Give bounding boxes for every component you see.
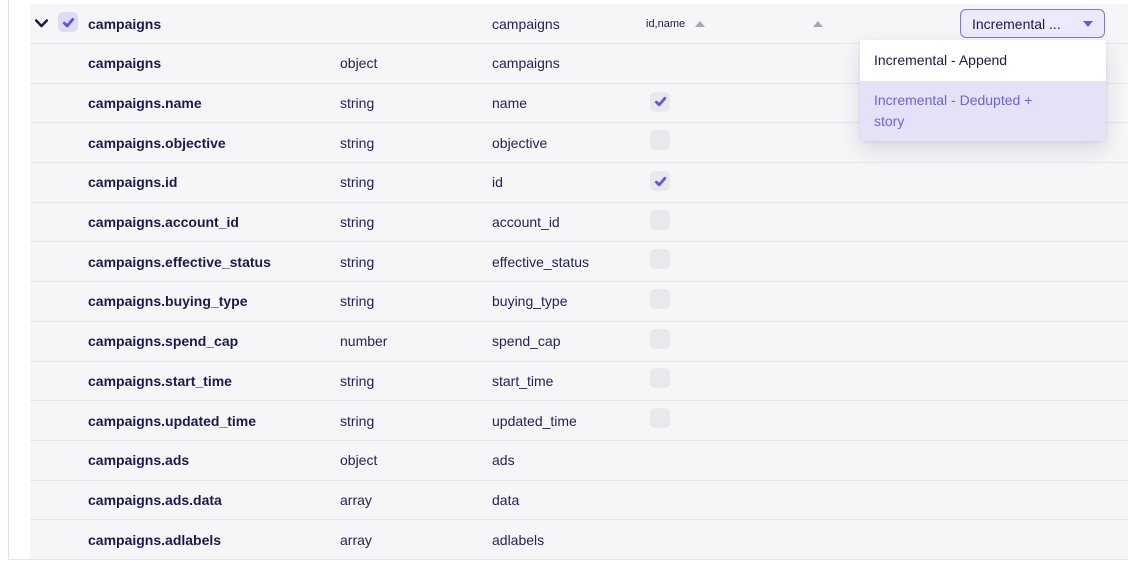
field-name: campaigns.updated_time — [88, 412, 257, 429]
field-name: campaigns.ads.data — [88, 491, 222, 508]
stream-header-row: campaigns campaigns id,name Incremental … — [30, 4, 1128, 44]
panel-left-border — [8, 0, 9, 560]
field-name: campaigns — [88, 55, 162, 72]
destination-stream-name: campaigns — [492, 15, 560, 32]
field-type: array — [340, 491, 372, 508]
field-name: campaigns.ads — [88, 452, 190, 469]
check-icon — [654, 97, 666, 107]
field-type: object — [340, 452, 378, 469]
field-type: string — [340, 293, 375, 310]
destination-field-name: account_id — [492, 214, 560, 231]
sync-mode-option-incremental-append[interactable]: Incremental - Append — [860, 40, 1106, 81]
field-type: string — [340, 372, 375, 389]
field-row: campaigns.ads object ads — [30, 440, 1128, 481]
field-name: campaigns.account_id — [88, 214, 239, 231]
field-name: campaigns.name — [88, 95, 202, 112]
cursor-field-caret-icon[interactable] — [813, 20, 823, 27]
field-row: campaigns.start_time string start_time — [30, 361, 1128, 402]
field-type: string — [340, 95, 375, 112]
field-name: campaigns.spend_cap — [88, 333, 239, 350]
stream-select-checkbox[interactable] — [58, 12, 78, 33]
destination-field-name: ads — [492, 452, 515, 469]
menu-option-label: Incremental - Dedupted + story — [874, 92, 1033, 129]
field-name: campaigns.id — [88, 174, 178, 191]
field-row: campaigns.account_id string account_id — [30, 202, 1128, 243]
primary-key-caret-icon[interactable] — [695, 20, 706, 27]
sync-mode-dropdown-menu: Incremental - Append Incremental - Dedup… — [860, 40, 1106, 141]
collapse-stream-button[interactable] — [30, 15, 58, 32]
stream-name: campaigns — [88, 15, 162, 32]
field-sync-checkbox[interactable] — [650, 368, 670, 389]
field-row: campaigns.effective_status string effect… — [30, 242, 1128, 283]
field-row: campaigns.ads.data array data — [30, 480, 1128, 521]
destination-field-name: campaigns — [492, 55, 560, 72]
field-row: campaigns.spend_cap number spend_cap — [30, 321, 1128, 362]
field-type: string — [340, 253, 375, 270]
field-sync-checkbox[interactable] — [650, 130, 670, 151]
check-icon — [62, 17, 74, 28]
destination-field-name: effective_status — [492, 253, 590, 270]
field-type: string — [340, 214, 375, 231]
destination-field-name: id — [492, 174, 503, 191]
destination-field-name: adlabels — [492, 531, 545, 548]
stream-fields-table: campaigns campaigns id,name Incremental … — [30, 4, 1128, 560]
chevron-down-icon — [34, 19, 49, 28]
field-type: object — [340, 55, 378, 72]
destination-field-name: buying_type — [492, 293, 568, 310]
sync-mode-option-incremental-dedupted[interactable]: Incremental - Dedupted + story — [860, 81, 1106, 141]
destination-field-name: data — [492, 491, 520, 508]
destination-field-name: spend_cap — [492, 333, 561, 350]
field-name: campaigns.start_time — [88, 372, 232, 389]
field-name: campaigns.adlabels — [88, 531, 222, 548]
destination-field-name: updated_time — [492, 412, 577, 429]
check-icon — [654, 176, 666, 186]
sync-mode-dropdown-label: Incremental ... — [972, 15, 1061, 32]
menu-option-label: Incremental - Append — [874, 52, 1008, 68]
field-sync-checkbox[interactable] — [650, 91, 670, 112]
field-sync-checkbox[interactable] — [650, 171, 670, 192]
field-row: campaigns.adlabels array adlabels — [30, 520, 1128, 560]
field-name: campaigns.buying_type — [88, 293, 248, 310]
field-sync-checkbox[interactable] — [650, 288, 670, 309]
field-type: array — [340, 531, 372, 548]
destination-field-name: objective — [492, 134, 548, 151]
field-row: campaigns.updated_time string updated_ti… — [30, 401, 1128, 441]
field-sync-checkbox[interactable] — [650, 209, 670, 230]
field-sync-checkbox[interactable] — [650, 328, 670, 349]
field-row: campaigns.buying_type string buying_type — [30, 282, 1128, 322]
field-sync-checkbox[interactable] — [650, 408, 670, 429]
field-name: campaigns.effective_status — [88, 253, 271, 270]
dropdown-caret-icon — [1083, 20, 1093, 27]
field-type: string — [340, 134, 375, 151]
field-row: campaigns.id string id — [30, 163, 1128, 203]
destination-field-name: name — [492, 95, 528, 112]
primary-key-value: id,name — [646, 17, 686, 30]
field-type: string — [340, 174, 375, 191]
destination-field-name: start_time — [492, 372, 554, 389]
field-type: number — [340, 333, 388, 350]
field-name: campaigns.objective — [88, 134, 226, 151]
sync-mode-dropdown[interactable]: Incremental ... — [960, 9, 1105, 38]
field-sync-checkbox[interactable] — [650, 249, 670, 270]
field-type: string — [340, 412, 375, 429]
